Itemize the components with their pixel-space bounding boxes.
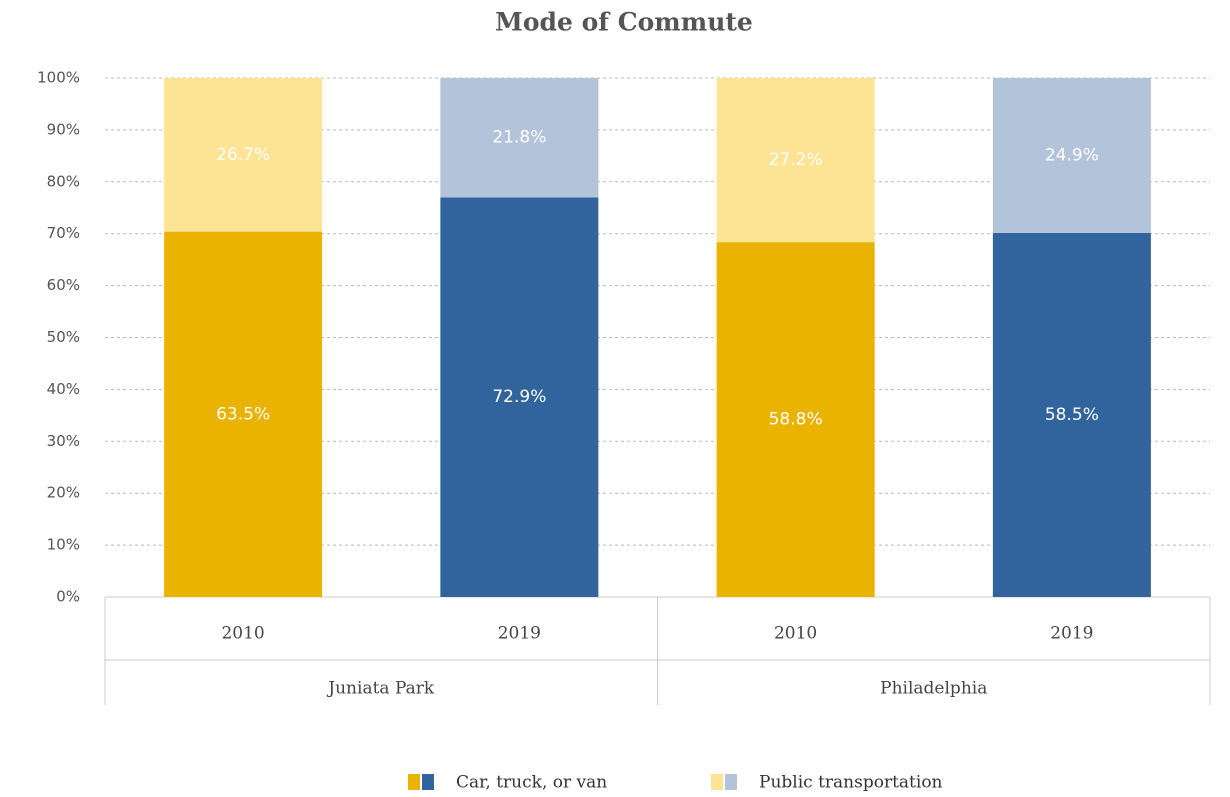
- bar-segment: [164, 78, 323, 232]
- y-tick-label: 30%: [47, 432, 80, 450]
- value-label: 72.9%: [492, 387, 546, 407]
- value-label: 58.8%: [769, 410, 823, 430]
- y-tick-label: 10%: [47, 536, 80, 554]
- legend-swatch: [725, 774, 737, 790]
- bar-segment: [992, 78, 1151, 233]
- bar-segment: [164, 231, 323, 597]
- y-tick-label: 60%: [47, 276, 80, 294]
- group-label: Philadelphia: [880, 679, 987, 699]
- y-tick-label: 90%: [47, 120, 80, 138]
- y-tick-label: 70%: [47, 224, 80, 242]
- value-label: 26.7%: [216, 145, 270, 165]
- x-tick-label: 2019: [498, 624, 541, 644]
- chart-title: Mode of Commute: [495, 8, 753, 37]
- legend-label: Public transportation: [759, 773, 943, 793]
- value-label: 58.5%: [1045, 405, 1099, 425]
- value-label: 24.9%: [1045, 145, 1099, 165]
- bar-segment: [992, 232, 1151, 597]
- bar-segment: [716, 78, 875, 243]
- x-tick-label: 2010: [774, 624, 817, 644]
- bar-segment: [440, 197, 599, 598]
- x-tick-label: 2010: [221, 624, 264, 644]
- group-label: Juniata Park: [326, 679, 435, 699]
- value-label: 63.5%: [216, 404, 270, 424]
- y-tick-label: 50%: [47, 328, 80, 346]
- legend-swatch: [711, 774, 723, 790]
- value-label: 27.2%: [769, 150, 823, 170]
- legend-label: Car, truck, or van: [456, 773, 607, 793]
- legend-swatch: [408, 774, 420, 790]
- x-tick-label: 2019: [1050, 624, 1093, 644]
- legend-swatch: [422, 774, 434, 790]
- y-tick-label: 0%: [56, 588, 80, 606]
- value-label: 21.8%: [492, 128, 546, 148]
- y-tick-label: 100%: [37, 69, 80, 87]
- y-tick-label: 40%: [47, 380, 80, 398]
- bar-segment: [440, 78, 599, 198]
- y-tick-label: 80%: [47, 172, 80, 190]
- y-tick-label: 20%: [47, 484, 80, 502]
- bar-segment: [716, 242, 875, 597]
